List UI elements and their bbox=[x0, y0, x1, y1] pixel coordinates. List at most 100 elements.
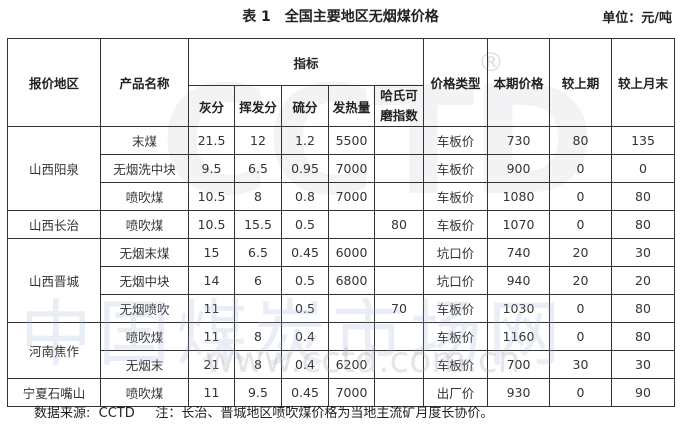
cell-product: 喷吹煤 bbox=[100, 210, 189, 239]
cell-calorific bbox=[328, 210, 375, 239]
header-sulfur: 硫分 bbox=[281, 85, 329, 127]
table-row: 山西阳泉 末煤 21.5 12 1.2 5500 车板价 730 80 135 bbox=[7, 126, 675, 211]
cell-ash: 11 bbox=[188, 322, 235, 351]
cell-volatile: 12 bbox=[234, 126, 282, 155]
table-row: 无烟洗中块 9.5 6.5 0.95 7000 车板价 900 0 0 bbox=[8, 154, 675, 183]
cell-vs-prev: 0 bbox=[549, 210, 612, 239]
cell-vs-prev: 20 bbox=[549, 266, 612, 295]
cell-price: 730 bbox=[487, 126, 550, 155]
cell-price-type: 坑口价 bbox=[423, 238, 488, 267]
header-calorific: 发热量 bbox=[328, 85, 375, 127]
table-title: 表 1 全国主要地区无烟煤价格 bbox=[242, 9, 439, 25]
cell-sulfur: 0.5 bbox=[281, 294, 329, 323]
cell-sulfur: 0.5 bbox=[281, 266, 329, 295]
cell-sulfur: 0.95 bbox=[281, 154, 329, 183]
cell-vs-month-end: 135 bbox=[611, 126, 675, 155]
header-product: 产品名称 bbox=[100, 38, 189, 127]
cell-price-type: 车板价 bbox=[423, 210, 488, 239]
cell-vs-month-end: 30 bbox=[611, 350, 675, 379]
cell-hgi bbox=[374, 154, 424, 183]
header-indicators: 指标 bbox=[188, 38, 424, 86]
cell-ash: 14 bbox=[188, 266, 235, 295]
cell-hgi bbox=[374, 126, 424, 155]
header-vs-prev: 较上期 bbox=[549, 38, 612, 127]
cell-vs-prev: 0 bbox=[549, 378, 612, 407]
cell-product: 无烟洗中块 bbox=[100, 154, 189, 183]
cell-vs-prev: 0 bbox=[549, 154, 612, 183]
cell-vs-prev: 0 bbox=[549, 322, 612, 351]
cell-calorific: 7000 bbox=[328, 182, 375, 211]
cell-ash: 11 bbox=[188, 378, 235, 407]
cell-calorific bbox=[328, 294, 375, 323]
cell-ash: 15 bbox=[188, 238, 235, 267]
cell-sulfur: 0.8 bbox=[281, 182, 329, 211]
cell-ash: 21.5 bbox=[188, 126, 235, 155]
cell-vs-prev: 20 bbox=[549, 238, 612, 267]
header-region: 报价地区 bbox=[7, 38, 101, 127]
footer-note: 数据来源: CCTD 注：长治、晋城地区喷吹煤价格为当地主流矿月度长协价。 bbox=[34, 406, 494, 421]
cell-vs-prev: 80 bbox=[549, 126, 612, 155]
cell-vs-month-end: 30 bbox=[611, 238, 675, 267]
header-volatile: 挥发分 bbox=[234, 85, 282, 127]
cell-product: 喷吹煤 bbox=[100, 182, 189, 211]
cell-volatile bbox=[234, 294, 282, 323]
unit-label: 单位：元/吨 bbox=[602, 11, 672, 26]
cell-price: 1160 bbox=[487, 322, 550, 351]
cell-calorific: 5500 bbox=[328, 126, 375, 155]
cell-calorific bbox=[328, 322, 375, 351]
cell-ash: 21 bbox=[188, 350, 235, 379]
cell-vs-month-end: 80 bbox=[611, 210, 675, 239]
cell-volatile: 8 bbox=[234, 182, 282, 211]
cell-hgi bbox=[374, 182, 424, 211]
cell-hgi: 70 bbox=[374, 294, 424, 323]
cell-product: 喷吹煤 bbox=[100, 322, 189, 351]
cell-region: 山西长治 bbox=[7, 210, 101, 239]
cell-product: 无烟中块 bbox=[100, 266, 189, 295]
cell-price: 1070 bbox=[487, 210, 550, 239]
cell-vs-month-end: 80 bbox=[611, 182, 675, 211]
cell-price-type: 车板价 bbox=[423, 182, 488, 211]
table-row: 无烟中块 14 6 0.5 6800 坑口价 940 20 20 bbox=[8, 266, 675, 295]
table-row: 宁夏石嘴山 喷吹煤 11 9.5 0.45 7000 出厂价 930 0 90 bbox=[7, 378, 675, 407]
table-row: 无烟末 21 8 0.4 6200 车板价 700 30 30 bbox=[8, 350, 675, 379]
cell-volatile: 8 bbox=[234, 322, 282, 351]
cell-sulfur: 0.4 bbox=[281, 350, 329, 379]
cell-product: 无烟末 bbox=[100, 350, 189, 379]
cell-hgi bbox=[374, 378, 424, 407]
cell-ash: 9.5 bbox=[188, 154, 235, 183]
cell-vs-month-end: 90 bbox=[611, 378, 675, 407]
cell-price: 940 bbox=[487, 266, 550, 295]
table-row: 无烟喷吹 11 0.5 70 车板价 1030 0 80 bbox=[8, 294, 675, 323]
header-price-type: 价格类型 bbox=[423, 38, 488, 127]
cell-price: 1030 bbox=[487, 294, 550, 323]
cell-ash: 10.5 bbox=[188, 210, 235, 239]
cell-vs-prev: 30 bbox=[549, 350, 612, 379]
cell-calorific: 6800 bbox=[328, 266, 375, 295]
cell-product: 无烟末煤 bbox=[100, 238, 189, 267]
cell-price: 700 bbox=[487, 350, 550, 379]
cell-price: 1080 bbox=[487, 182, 550, 211]
cell-price-type: 车板价 bbox=[423, 294, 488, 323]
cell-calorific: 7000 bbox=[328, 154, 375, 183]
cell-hgi: 80 bbox=[374, 210, 424, 239]
cell-region: 山西阳泉 bbox=[7, 126, 101, 211]
cell-price: 740 bbox=[487, 238, 550, 267]
cell-volatile: 6.5 bbox=[234, 154, 282, 183]
cell-region: 河南焦作 bbox=[7, 322, 101, 379]
cell-calorific: 6000 bbox=[328, 238, 375, 267]
header-hgi: 哈氏可磨指数 bbox=[374, 85, 424, 127]
cell-sulfur: 0.5 bbox=[281, 210, 329, 239]
cell-price: 900 bbox=[487, 154, 550, 183]
cell-volatile: 6.5 bbox=[234, 238, 282, 267]
cell-vs-month-end: 20 bbox=[611, 266, 675, 295]
cell-region: 山西晋城 bbox=[7, 238, 101, 323]
table-row: 喷吹煤 10.5 8 0.8 7000 车板价 1080 0 80 bbox=[8, 182, 675, 211]
table-row: 河南焦作 喷吹煤 11 8 0.4 车板价 1160 0 80 bbox=[7, 322, 675, 379]
cell-vs-month-end: 80 bbox=[611, 294, 675, 323]
cell-hgi bbox=[374, 266, 424, 295]
cell-vs-prev: 0 bbox=[549, 294, 612, 323]
cell-ash: 11 bbox=[188, 294, 235, 323]
header-price: 本期价格 bbox=[487, 38, 550, 127]
price-table: 报价地区 产品名称 指标 价格类型 本期价格 较上期 较上月末 灰分 挥发分 硫… bbox=[7, 38, 675, 407]
cell-calorific: 7000 bbox=[328, 378, 375, 407]
